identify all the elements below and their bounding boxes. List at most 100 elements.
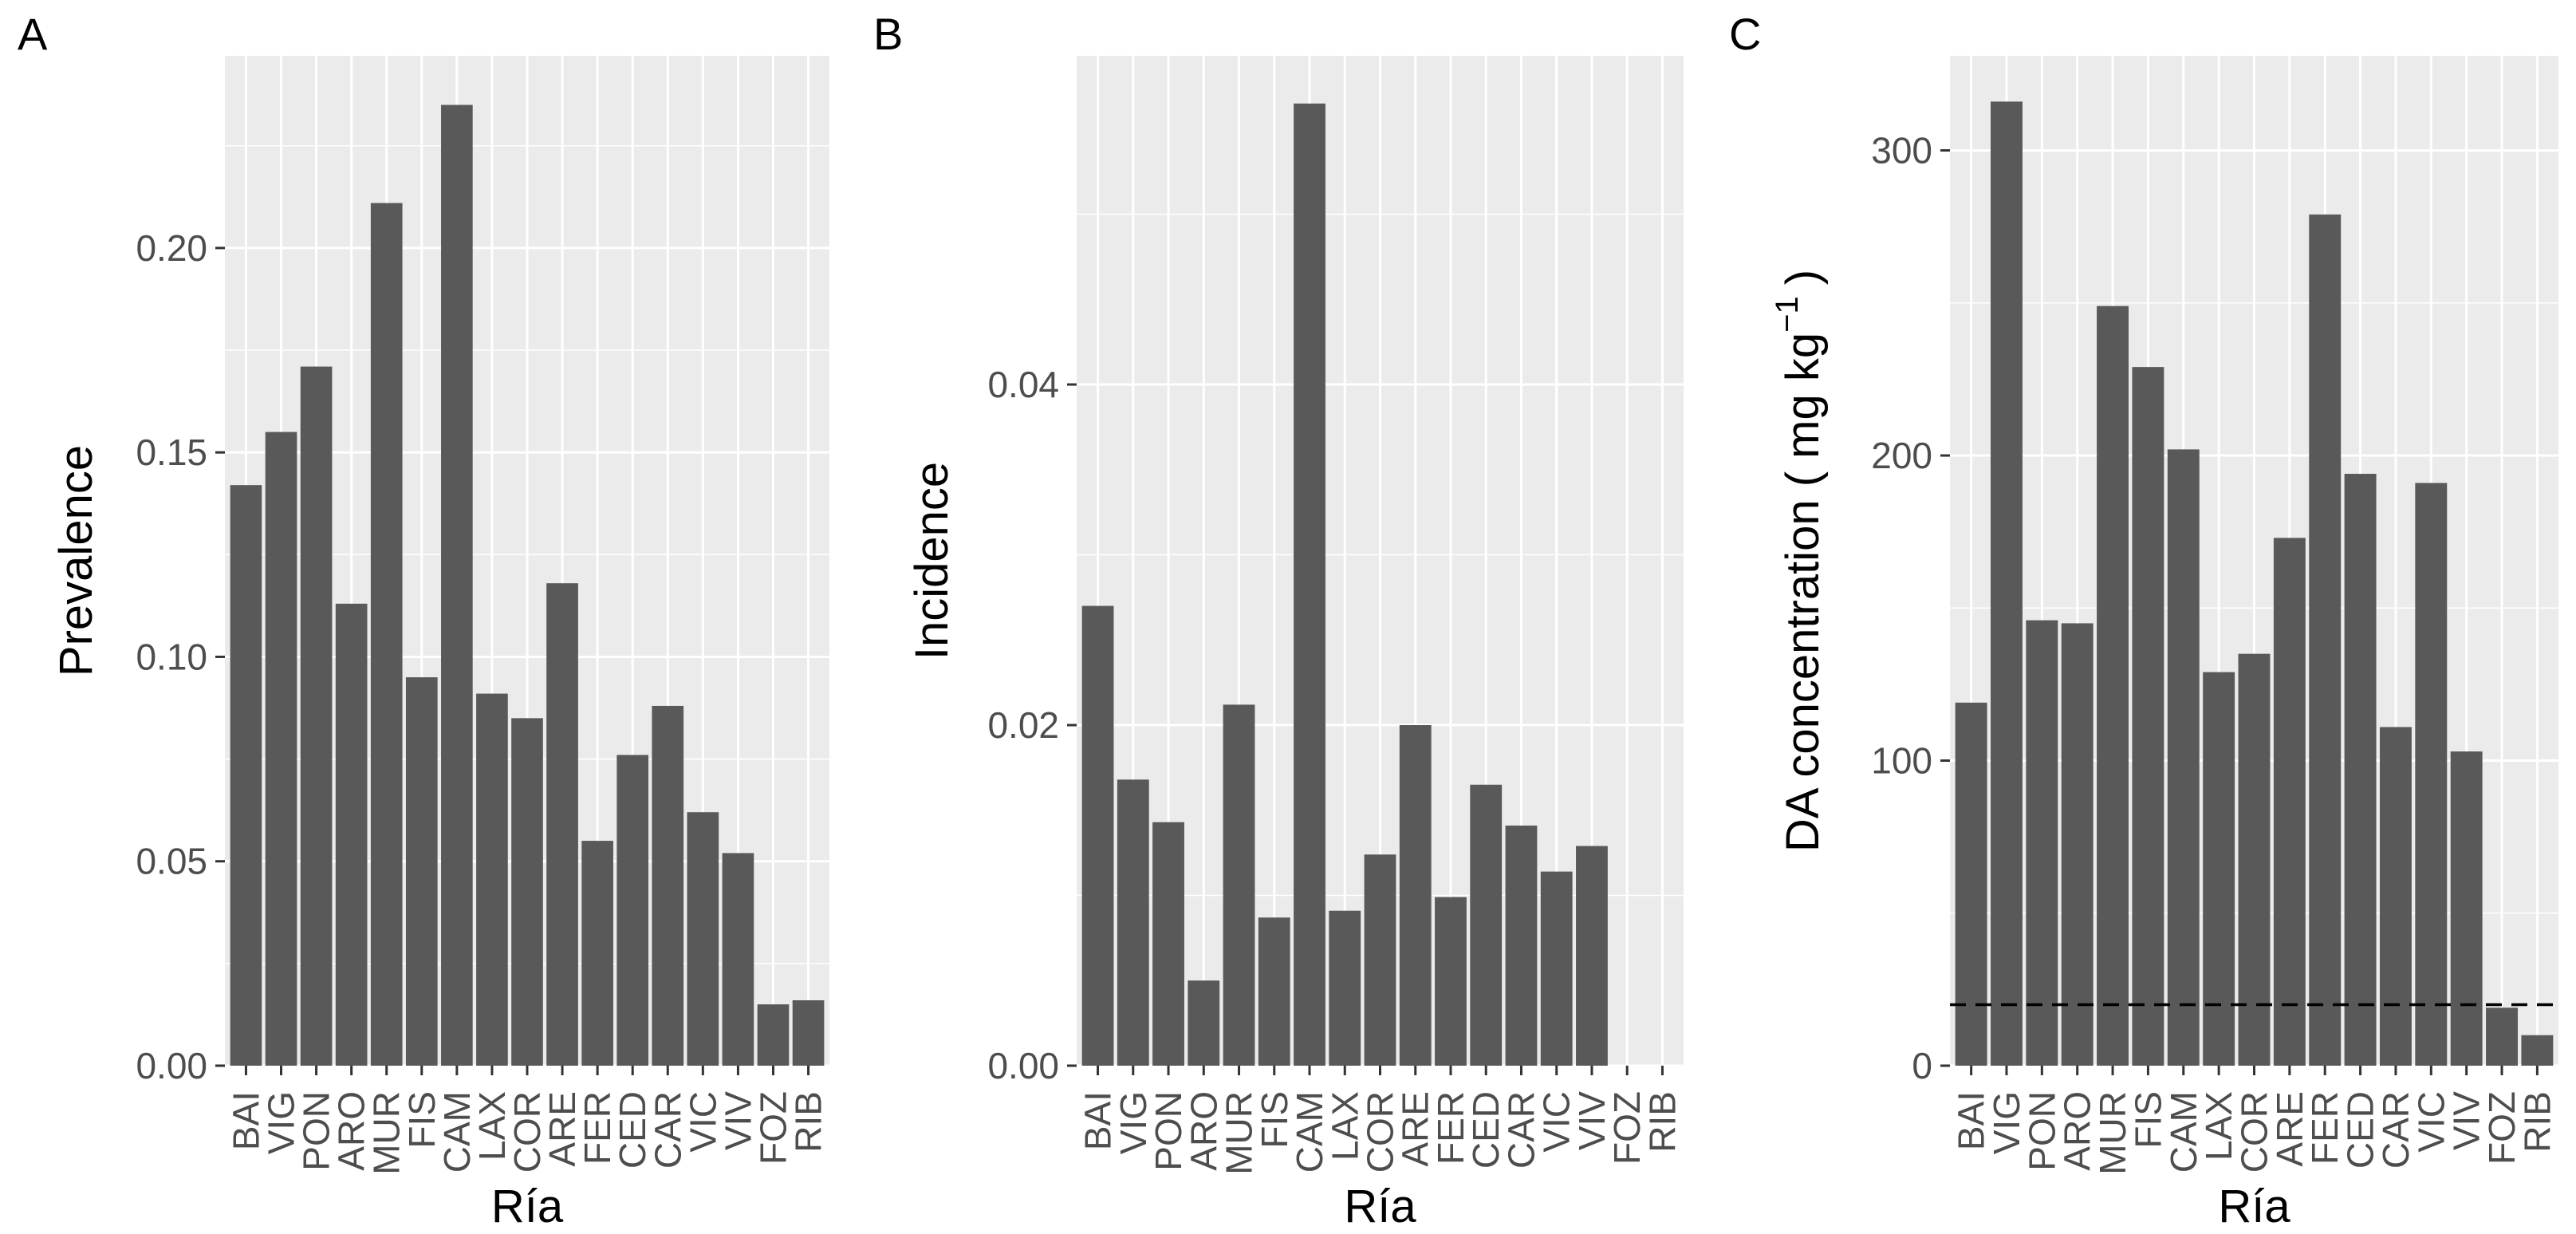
bar-fis: [2132, 367, 2164, 1066]
bar-vic: [2415, 483, 2448, 1066]
y-tick-label: 0.04: [987, 364, 1059, 405]
bar-lax: [476, 693, 508, 1066]
x-tick-label: VIV: [717, 1091, 758, 1150]
bar-viv: [2450, 751, 2483, 1066]
y-tick-label: 0.02: [987, 704, 1059, 746]
x-tick-label: VIG: [1986, 1091, 2027, 1154]
x-tick-label: VIV: [1571, 1091, 1613, 1150]
x-tick-label: VIV: [2446, 1091, 2487, 1150]
bar-cam: [2167, 449, 2200, 1066]
bar-aro: [2061, 623, 2093, 1066]
y-axis-title: Prevalence: [50, 445, 102, 676]
x-tick-label: BAI: [225, 1091, 266, 1150]
y-tick-label: 300: [1871, 130, 1932, 171]
bar-fis: [405, 677, 438, 1066]
bar-pon: [300, 366, 333, 1066]
bar-are: [1399, 725, 1432, 1066]
bar-vic: [1540, 871, 1573, 1066]
x-tick-label: MUR: [366, 1091, 408, 1175]
bar-pon: [2026, 620, 2058, 1066]
bar-car: [1505, 825, 1538, 1066]
y-tick-label: 0.10: [136, 636, 207, 677]
bar-are: [2273, 538, 2306, 1066]
bar-bai: [1081, 605, 1114, 1066]
panel-tag: B: [873, 9, 903, 59]
x-tick-label: FER: [1430, 1091, 1471, 1165]
x-tick-label: VIC: [2410, 1091, 2452, 1153]
y-axis-title-close: ): [1777, 270, 1829, 285]
panel-a: 0.000.050.100.150.20BAIVIGPONAROMURFISCA…: [18, 9, 829, 1232]
bar-rib: [792, 999, 825, 1066]
bar-mur: [1223, 704, 1255, 1066]
bar-cor: [1364, 854, 1396, 1066]
y-tick-label: 100: [1871, 740, 1932, 782]
x-tick-label: LAX: [471, 1091, 513, 1161]
bar-lax: [2203, 672, 2235, 1066]
x-tick-label: ARO: [1183, 1091, 1224, 1171]
x-tick-label: FIS: [2127, 1091, 2168, 1149]
bar-mur: [370, 203, 403, 1066]
x-tick-label: CAR: [1500, 1091, 1542, 1169]
x-tick-label: VIC: [1536, 1091, 1578, 1153]
x-tick-label: CAR: [647, 1091, 688, 1169]
x-axis-title: Ría: [491, 1181, 564, 1230]
panel-c: 0 100 200 300 BAIVIGPONAROMURFISCAMLAXCORARE…: [1729, 9, 2558, 1232]
x-tick-label: FOZ: [1606, 1091, 1648, 1165]
bar-cam: [1294, 103, 1325, 1066]
x-tick-label: ARO: [331, 1091, 372, 1171]
x-tick-label: VIC: [682, 1091, 723, 1153]
bar-foz: [2486, 1007, 2518, 1066]
bar-fer: [581, 841, 613, 1066]
y-tick-label: 0.05: [136, 841, 207, 882]
bar-vic: [687, 812, 719, 1066]
x-tick-label: CED: [612, 1091, 653, 1169]
bar-fer: [2309, 214, 2342, 1066]
x-tick-label: ARO: [2057, 1091, 2098, 1171]
panel-b: 0.00 0.02 0.04 BAIVIGPONAROMURFISCAMLAXCORA…: [873, 9, 1684, 1232]
bar-lax: [1329, 910, 1361, 1066]
y-axis-title-main: DA concentration ( mg kg: [1777, 333, 1829, 852]
bar-cor: [2238, 653, 2271, 1066]
panel-tag: A: [18, 9, 48, 59]
x-tick-label: RIB: [788, 1091, 829, 1153]
x-tick-label: PON: [296, 1091, 337, 1171]
bar-fer: [1435, 897, 1467, 1066]
x-tick-label: FOZ: [752, 1091, 794, 1165]
x-tick-label: FIS: [1254, 1091, 1295, 1149]
x-tick-label: LAX: [2198, 1091, 2239, 1161]
bar-vig: [1117, 779, 1149, 1066]
x-axis-title: Ría: [1344, 1181, 1416, 1230]
bar-ced: [2344, 473, 2377, 1066]
panel-tag: C: [1729, 9, 1761, 59]
bar-cam: [441, 104, 473, 1066]
y-tick-label: 200: [1871, 435, 1932, 476]
x-tick-label: RIB: [2516, 1091, 2558, 1153]
x-tick-label: PON: [2021, 1091, 2062, 1171]
bar-car: [2379, 727, 2412, 1066]
x-tick-label: FER: [2304, 1091, 2346, 1165]
y-tick-label: 0: [1912, 1045, 1932, 1086]
x-tick-label: COR: [506, 1091, 548, 1173]
x-tick-label: CED: [2340, 1091, 2381, 1169]
x-tick-label: CED: [1465, 1091, 1507, 1169]
bar-vig: [265, 432, 297, 1066]
x-tick-label: CAR: [2375, 1091, 2416, 1169]
bar-fis: [1258, 917, 1290, 1066]
x-tick-label: FIS: [401, 1091, 443, 1149]
bar-viv: [1576, 846, 1608, 1066]
y-tick-label: 0.00: [987, 1045, 1059, 1086]
bar-aro: [335, 603, 368, 1066]
bar-rib: [2521, 1035, 2554, 1066]
x-tick-label: MUR: [2092, 1091, 2133, 1175]
x-tick-label: FER: [577, 1091, 618, 1165]
x-tick-label: BAI: [1077, 1091, 1119, 1150]
x-tick-label: CAM: [436, 1091, 478, 1173]
x-tick-label: CAM: [2163, 1091, 2204, 1173]
x-tick-label: ARE: [542, 1091, 583, 1167]
bar-aro: [1188, 980, 1220, 1066]
y-tick-label: 0.20: [136, 227, 207, 269]
bar-ced: [616, 755, 649, 1066]
y-axis-title-superscript: −1: [1770, 296, 1805, 333]
